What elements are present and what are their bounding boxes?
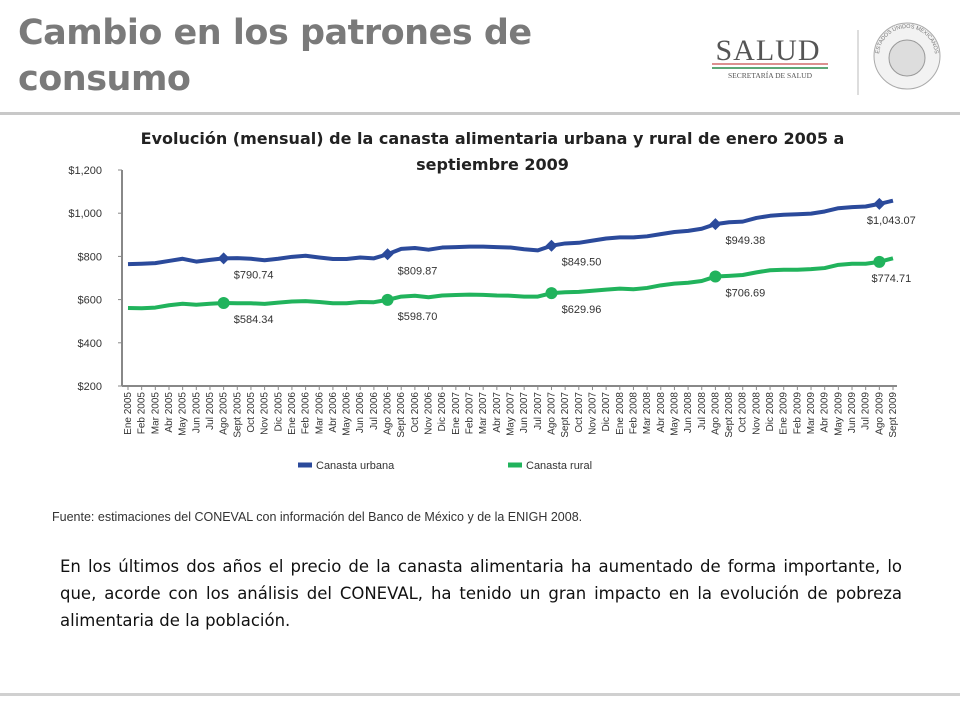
- x-tick-label: Nov 2008: [751, 392, 762, 435]
- x-tick-label: Abr 2007: [492, 392, 503, 433]
- x-tick-label: Ene 2006: [287, 392, 298, 435]
- marker: [381, 293, 394, 306]
- x-tick-label: Ago 2009: [874, 392, 885, 435]
- marker: [873, 197, 886, 210]
- marker: [381, 248, 394, 261]
- y-tick-label: $400: [78, 338, 102, 350]
- chart-title: Evolución (mensual) de la canasta alimen…: [140, 129, 845, 174]
- value-label: $774.71: [871, 273, 911, 285]
- x-tick-label: Oct 2006: [410, 392, 421, 433]
- x-tick-label: Feb 2008: [628, 392, 639, 435]
- logo-text: SALUD: [715, 34, 820, 67]
- x-tick-label: May 2008: [669, 392, 680, 436]
- x-tick-label: Jun 2009: [847, 392, 858, 434]
- x-tick-label: May 2007: [506, 392, 517, 436]
- x-tick-label: Jun 2005: [191, 392, 202, 434]
- x-tick-label: Oct 2008: [738, 392, 749, 433]
- footer-rule: [0, 693, 960, 696]
- x-tick-label: Dic 2006: [437, 392, 448, 432]
- header-rule: [0, 112, 960, 115]
- value-label: $849.50: [562, 257, 602, 269]
- value-label: $809.87: [398, 265, 438, 277]
- value-label: $949.38: [726, 235, 766, 247]
- x-tick-label: Jul 2006: [369, 392, 380, 430]
- y-tick-label: $800: [78, 251, 102, 263]
- x-tick-label: Jul 2005: [205, 392, 216, 430]
- x-tick-label: Sept 2009: [888, 392, 899, 438]
- marker: [217, 296, 230, 309]
- value-label: $584.34: [234, 314, 274, 326]
- seal-emblem: [888, 39, 926, 77]
- marker: [545, 239, 558, 252]
- x-tick-label: May 2006: [342, 392, 353, 436]
- x-tick-label: May 2005: [178, 392, 189, 436]
- chart-source: Fuente: estimaciones del CONEVAL con inf…: [52, 510, 583, 524]
- y-tick-label: $1,200: [68, 165, 102, 177]
- x-tick-label: Oct 2005: [246, 392, 257, 433]
- x-tick-label: Dic 2005: [273, 392, 284, 432]
- x-tick-label: Jun 2006: [355, 392, 366, 434]
- x-tick-label: Mar 2005: [150, 392, 161, 435]
- value-label: $598.70: [398, 311, 438, 323]
- y-tick-label: $200: [78, 381, 102, 393]
- x-tick-label: Abr 2005: [164, 392, 175, 433]
- x-tick-label: Jun 2008: [683, 392, 694, 434]
- value-label: $790.74: [234, 269, 274, 281]
- x-tick-label: Ago 2005: [219, 392, 230, 435]
- x-tick-label: Mar 2009: [806, 392, 817, 435]
- value-label: $629.96: [562, 304, 602, 316]
- x-tick-label: Ene 2009: [779, 392, 790, 435]
- logo-subtext: SECRETARÍA DE SALUD: [728, 70, 813, 80]
- series-line: [127, 198, 894, 267]
- x-tick-label: Ene 2005: [123, 392, 134, 435]
- x-tick-label: Jun 2007: [519, 392, 530, 434]
- x-tick-label: Abr 2009: [820, 392, 831, 433]
- x-tick-label: Dic 2008: [765, 392, 776, 432]
- x-tick-label: Abr 2006: [328, 392, 339, 433]
- marker: [873, 255, 886, 268]
- x-tick-label: Ene 2007: [451, 392, 462, 435]
- marker: [709, 270, 722, 283]
- x-tick-label: Ene 2008: [615, 392, 626, 435]
- x-tick-label: Mar 2007: [478, 392, 489, 435]
- legend-label: Canasta urbana: [316, 460, 395, 472]
- x-tick-label: Jul 2008: [697, 392, 708, 430]
- x-tick-label: Nov 2007: [587, 392, 598, 435]
- x-tick-label: Feb 2006: [301, 392, 312, 435]
- y-tick-label: $600: [78, 295, 102, 307]
- x-tick-label: Ago 2007: [546, 392, 557, 435]
- x-tick-label: Dic 2007: [601, 392, 612, 432]
- marker: [217, 252, 230, 265]
- x-tick-label: Feb 2007: [465, 392, 476, 435]
- x-tick-label: May 2009: [833, 392, 844, 436]
- x-tick-label: Mar 2008: [642, 392, 653, 435]
- marker: [709, 218, 722, 231]
- value-label: $1,043.07: [867, 215, 916, 227]
- x-tick-label: Mar 2006: [314, 392, 325, 435]
- x-tick-label: Ago 2006: [383, 392, 394, 435]
- series-line: [127, 256, 894, 311]
- x-tick-label: Sept 2006: [396, 392, 407, 438]
- x-tick-label: Oct 2007: [574, 392, 585, 433]
- slide-title: Cambio en los patrones de consumo: [18, 13, 532, 99]
- x-tick-label: Sept 2008: [724, 392, 735, 438]
- x-tick-label: Feb 2009: [792, 392, 803, 435]
- x-tick-label: Jul 2007: [533, 392, 544, 430]
- x-tick-label: Sept 2005: [232, 392, 243, 438]
- x-tick-label: Ago 2008: [710, 392, 721, 435]
- marker: [545, 287, 558, 300]
- body-paragraph: En los últimos dos años el precio de la …: [60, 557, 902, 630]
- y-tick-label: $1,000: [68, 208, 102, 220]
- x-tick-label: Feb 2005: [137, 392, 148, 435]
- x-tick-label: Abr 2008: [656, 392, 667, 433]
- x-tick-label: Nov 2006: [424, 392, 435, 435]
- value-label: $706.69: [726, 288, 766, 300]
- legend-label: Canasta rural: [526, 460, 592, 472]
- x-tick-label: Jul 2009: [861, 392, 872, 430]
- x-tick-label: Sept 2007: [560, 392, 571, 438]
- x-tick-label: Nov 2005: [260, 392, 271, 435]
